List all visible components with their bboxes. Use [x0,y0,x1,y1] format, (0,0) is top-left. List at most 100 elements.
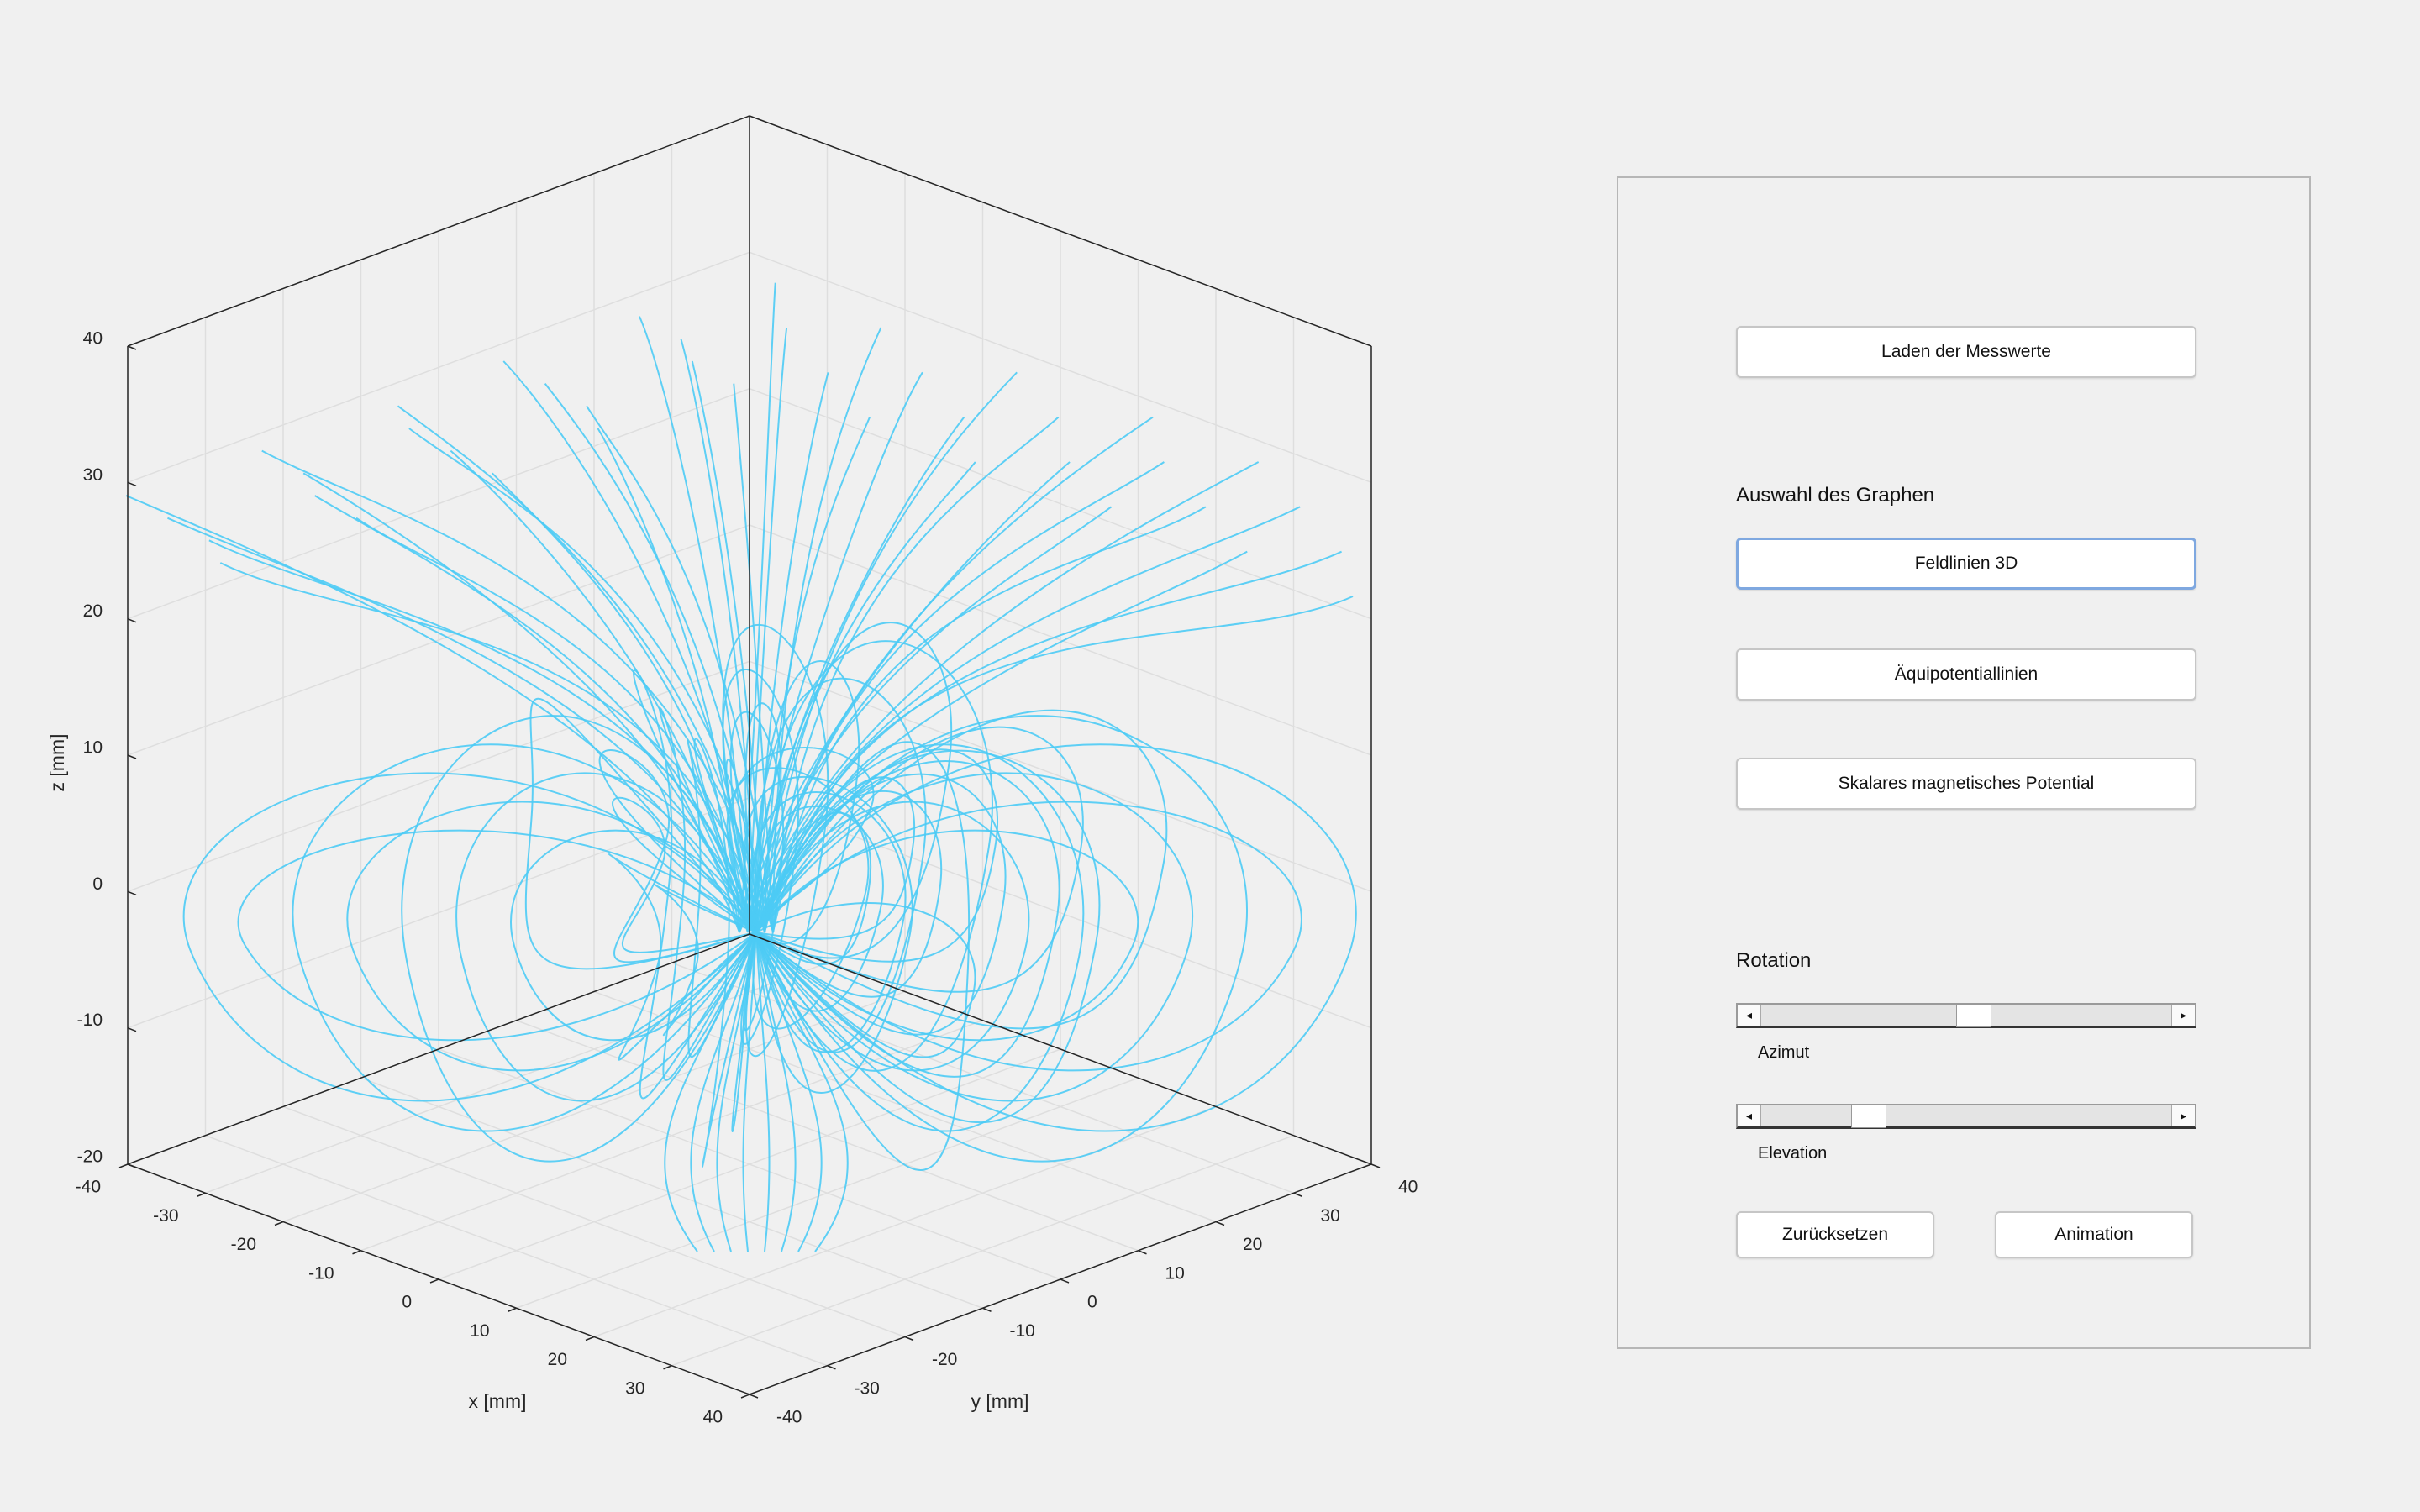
field-line [302,472,740,933]
axis-edge [127,115,750,347]
field-line [755,715,1248,1163]
y-tick [982,1307,992,1312]
z-tick-label: 0 [92,874,103,894]
elevation-label: Elevation [1758,1144,1828,1163]
z-tick [127,481,137,487]
y-tick [904,1336,914,1341]
y-axis-label: y [mm] [971,1390,1029,1412]
x-tick-label: 10 [470,1321,489,1341]
y-tick [749,1394,759,1399]
x-tick [197,1192,206,1197]
x-tick-label: 30 [625,1378,644,1398]
load-measurements-button[interactable]: Laden der Messwerte [1736,326,2196,378]
grid-line [749,524,1372,756]
elevation-slider[interactable]: ◂ ▸ [1736,1104,2196,1129]
field-line [755,726,1084,993]
y-tick [1370,1163,1381,1168]
grid-line [127,796,750,1029]
field-line [597,428,740,933]
grid-line [749,251,1372,484]
azimuth-slider-thumb[interactable] [1955,1004,1991,1027]
grid-line [127,660,750,893]
grid-line [127,387,750,620]
field-line [772,596,1354,933]
graph-selection-heading: Auswahl des Graphen [1736,484,1935,507]
x-tick-label: -10 [308,1263,334,1283]
field-line [755,743,1357,1132]
axis-edge [749,115,1372,347]
grid-line [205,1135,828,1367]
z-tick-label: 40 [83,329,103,349]
z-tick [127,890,137,896]
field-line [346,801,757,1072]
field-line [747,417,965,933]
field-line [755,660,860,945]
scalar-magnetic-potential-button[interactable]: Skalares magnetisches Potential [1736,758,2196,810]
elevation-left-arrow-icon[interactable]: ◂ [1738,1105,1761,1126]
y-tick-label: 20 [1243,1235,1262,1254]
field-line [401,715,757,1163]
field-line [764,461,1165,933]
x-tick-label: -30 [153,1206,178,1226]
grid-line [127,251,750,484]
field-line [755,932,771,1252]
field-line [772,506,1207,933]
animation-button[interactable]: Animation [1995,1211,2193,1258]
field-line [764,371,1018,933]
field-line [755,801,1030,1072]
reset-button[interactable]: Zurücksetzen [1736,1211,1934,1258]
z-tick [127,617,137,623]
y-tick-label: 10 [1165,1263,1185,1283]
field-lines-3d-plot[interactable]: -40 -30 -20 -10 0 10 20 30 40 -40 -30 -20 -10 0 10 20 30… [0,0,1479,1512]
field-line [755,801,1302,1072]
azimuth-right-arrow-icon[interactable]: ▸ [2171,1005,2195,1026]
azimuth-label: Azimut [1758,1043,1810,1062]
y-tick [827,1365,836,1370]
field-lines-3d-button[interactable]: Feldlinien 3D [1736,538,2196,590]
z-tick [127,754,137,759]
x-tick-label: 0 [402,1293,412,1312]
field-line [633,669,757,1100]
x-axis-label: x [mm] [469,1390,527,1412]
y-tick-label: 30 [1321,1206,1340,1226]
field-line [261,449,774,933]
z-tick-label: 30 [83,465,103,485]
field-line [125,495,740,933]
field-line [691,360,765,933]
x-tick [585,1336,595,1341]
rotation-heading: Rotation [1736,949,1812,972]
axis-edge [127,933,750,1165]
field-line [755,372,829,933]
field-line [524,697,757,970]
field-line [492,472,749,933]
field-line [755,829,1139,1042]
field-line [502,360,757,933]
field-line [755,506,1301,933]
control-panel: Laden der Messwerte Auswahl des Graphen … [1617,176,2311,1349]
field-line [747,327,788,933]
x-tick [740,1394,750,1399]
field-line [654,884,757,1037]
azimuth-left-arrow-icon[interactable]: ◂ [1738,1005,1761,1026]
z-tick-label: 10 [83,738,103,758]
field-line [355,517,757,933]
field-line [237,829,757,1042]
field-line [733,383,774,933]
equipotential-lines-button[interactable]: Äquipotentiallinien [1736,648,2196,701]
field-line [755,743,1085,1132]
field-line [586,405,774,933]
field-line [755,741,971,1171]
z-axis-label: z [mm] [46,734,68,792]
field-line [408,428,774,933]
z-tick-label: 20 [83,601,103,621]
field-line [292,743,757,1132]
elevation-slider-thumb[interactable] [1851,1105,1887,1128]
elevation-right-arrow-icon[interactable]: ▸ [2171,1105,2195,1126]
field-line [219,562,765,933]
y-tick-label: -30 [855,1378,880,1398]
x-tick [274,1221,284,1226]
y-tick [1060,1278,1070,1284]
x-tick [118,1163,129,1168]
azimuth-slider[interactable]: ◂ ▸ [1736,1003,2196,1028]
field-line [690,932,757,1252]
